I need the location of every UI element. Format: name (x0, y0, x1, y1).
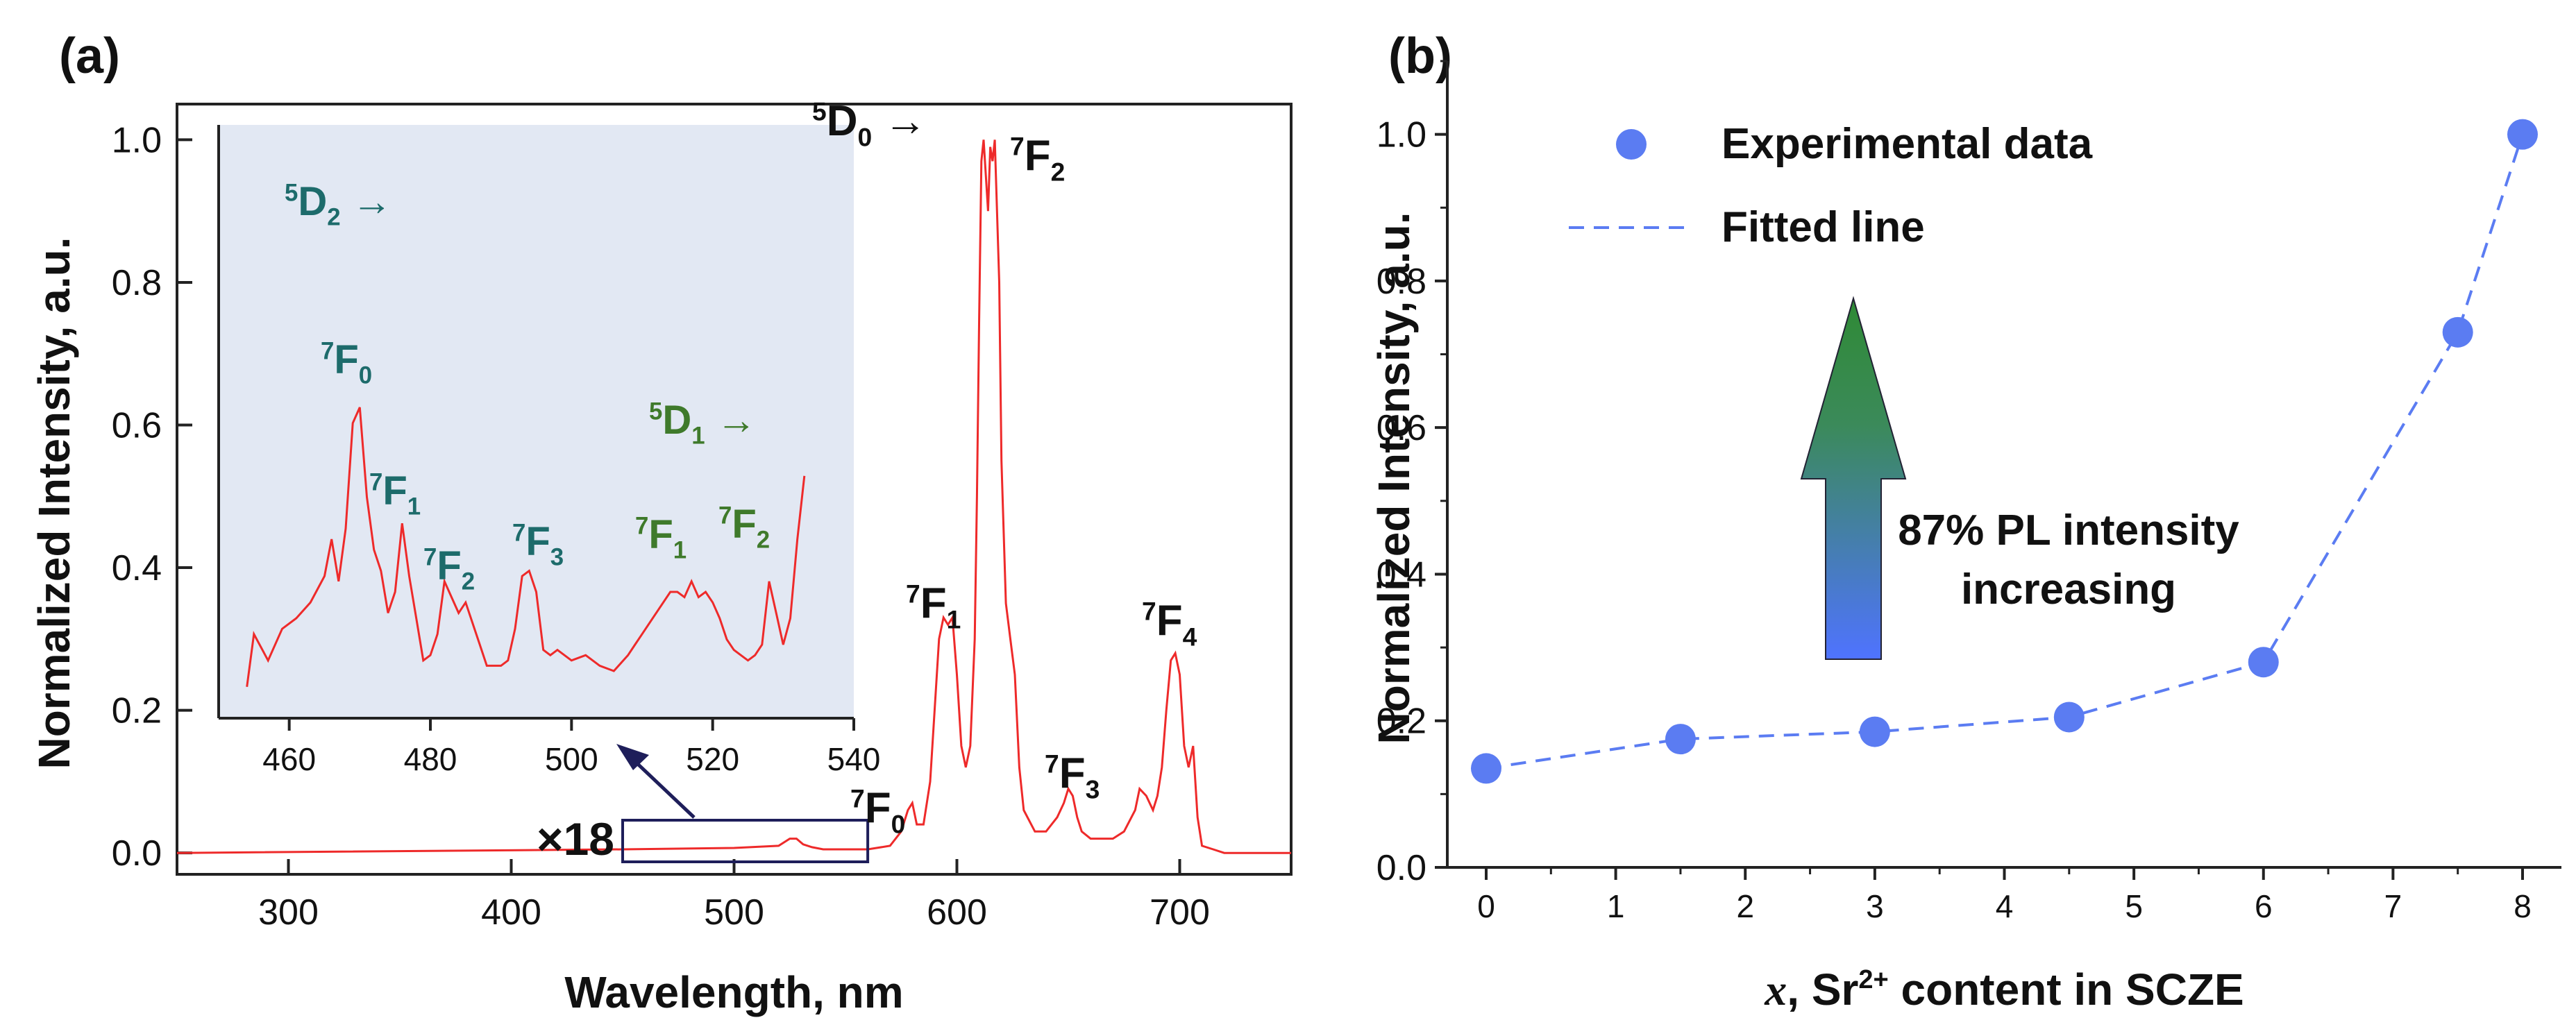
y-tick-label: 0.6 (1377, 408, 1426, 448)
magnifier-label: ×18 (537, 813, 614, 865)
fitted-line (1485, 133, 2524, 770)
y-tick-label: 1.0 (112, 120, 162, 160)
peak-label-7F3: 7F3 (1045, 749, 1100, 804)
y-tick-label: 0.2 (1377, 702, 1426, 742)
panel-b-label: (b) (1388, 28, 1452, 84)
x-tick-label: 5 (2125, 888, 2143, 924)
peak-label-in-7F2: 7F2 (423, 543, 475, 595)
peak-label-7F2: 7F2 (1010, 131, 1065, 186)
x-tick-label: 0 (1477, 888, 1495, 924)
y-tick-label: 0.4 (112, 548, 162, 588)
inset-x-tick-label: 480 (404, 741, 457, 777)
x-axis-label: Wavelength, nm (564, 967, 903, 1017)
inset-x-tick-label: 520 (686, 741, 739, 777)
peak-label-5D1-arrow: 5D1 → (649, 398, 757, 450)
inset-x-tick-label: 540 (827, 741, 881, 777)
y-tick-label: 0.8 (1377, 262, 1426, 302)
peak-label-in-7F1: 7F1 (369, 468, 421, 520)
y-tick-label: 0.2 (112, 691, 162, 731)
data-point (2053, 702, 2085, 733)
x-tick-label: 300 (258, 892, 319, 933)
panel-a-label: (a) (59, 28, 120, 84)
peak-label-in-7F0: 7F0 (321, 337, 372, 389)
inset-x-tick-label: 460 (262, 741, 316, 777)
zoom-arrow-shaft (627, 754, 696, 819)
y-tick-label: 0.6 (112, 406, 162, 446)
x-tick-label: 500 (704, 892, 764, 933)
annotation-line-2: increasing (1961, 566, 2176, 613)
peak-label-in-7F1b: 7F1 (635, 512, 687, 564)
data-point (1665, 724, 1696, 755)
peak-label-7F0: 7F0 (850, 783, 905, 838)
peak-label-in-7F2b: 7F2 (718, 502, 770, 554)
y-tick-label: 0.0 (112, 833, 162, 874)
data-point (2442, 316, 2473, 348)
data-point (1470, 753, 1501, 784)
x-axis-label: x, Sr2+ content in SCZE (1764, 965, 2244, 1014)
y-axis-label: Normalized Intensity, a.u. (29, 237, 79, 770)
peak-label-5D0-arrow: 5D0 → (812, 96, 927, 151)
x-tick-label: 700 (1150, 892, 1210, 933)
x-tick-label: 1 (1607, 888, 1625, 924)
y-tick-label: 0.0 (1377, 848, 1426, 888)
x-tick-label: 4 (1996, 888, 2014, 924)
data-point (2248, 647, 2279, 678)
x-tick-label: 6 (2255, 888, 2273, 924)
data-point (2507, 119, 2539, 150)
annotation-line-1: 87% PL intensity (1898, 507, 2239, 554)
zoom-box (621, 819, 870, 863)
x-tick-label: 2 (1736, 888, 1754, 924)
increase-arrow (1800, 296, 1907, 660)
y-axis-label: Normalized Intensity, a.u. (1369, 212, 1419, 745)
inset-background (219, 125, 854, 718)
peak-label-7F1: 7F1 (906, 579, 961, 634)
panel-b-chart: 0.0 0.2 0.4 0.6 0.8 1.0 0 1 2 3 4 5 6 7 8 x, Sr2+ conte… (1369, 60, 2561, 1014)
zoom-arrow-head (616, 744, 649, 770)
panel-a-chart: 0.0 0.2 0.4 0.6 0.8 1.0 300 400 500 600 700 Wavelen… (29, 96, 1293, 1017)
y-tick-label: 0.8 (112, 263, 162, 303)
legend-marker-experimental (1616, 129, 1647, 160)
y-tick-label: 0.4 (1377, 554, 1426, 595)
peak-label-in-7F3: 7F3 (512, 519, 564, 571)
peak-label-7F4: 7F4 (1142, 596, 1197, 651)
x-tick-label: 400 (481, 892, 541, 933)
spectrum-line (176, 139, 1291, 854)
y-tick-label: 1.0 (1377, 115, 1426, 155)
inset-x-tick-label: 500 (545, 741, 598, 777)
legend-label-fitted: Fitted line (1721, 203, 1925, 251)
data-point (1859, 716, 1890, 747)
legend-label-experimental: Experimental data (1721, 120, 2093, 168)
x-tick-label: 3 (1866, 888, 1884, 924)
peak-label-5D2-arrow: 5D2 → (285, 179, 392, 231)
x-tick-label: 600 (927, 892, 987, 933)
x-tick-label: 8 (2514, 888, 2532, 924)
inset-spectrum-line (246, 407, 806, 687)
x-tick-label: 7 (2384, 888, 2402, 924)
